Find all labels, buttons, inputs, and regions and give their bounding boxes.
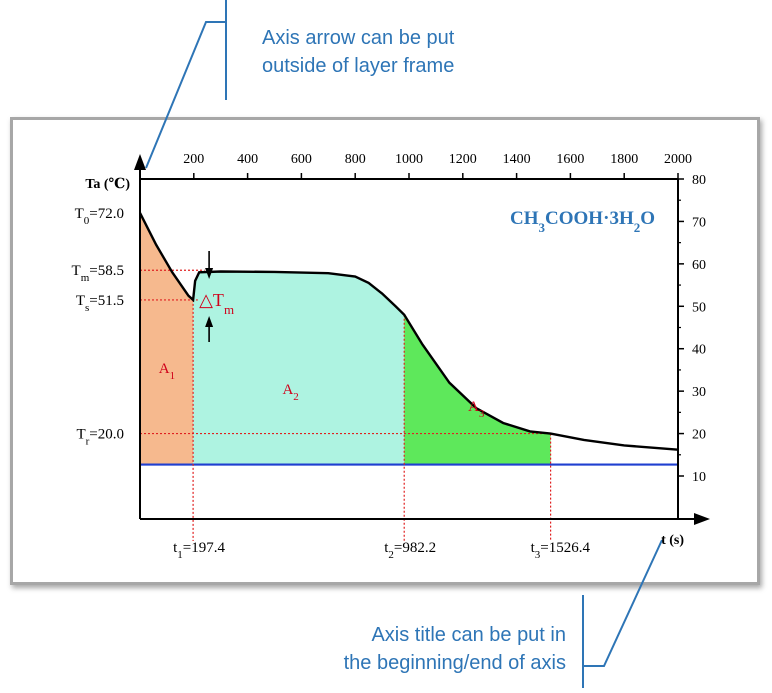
x-tick-label-800: 800 bbox=[345, 152, 366, 167]
tm-arrow-up-head bbox=[205, 316, 214, 327]
time-label-1: t1=197.4 bbox=[173, 540, 225, 561]
x-tick-label-600: 600 bbox=[291, 152, 312, 167]
compound-title: CH3COOH·3H2O bbox=[510, 208, 655, 235]
y-tick-label-70: 70 bbox=[692, 215, 706, 230]
area-a1 bbox=[140, 212, 194, 465]
x-tick-label-2000: 2000 bbox=[664, 152, 692, 167]
x-tick-label-400: 400 bbox=[237, 152, 258, 167]
delta-tm-annotation: △Tm bbox=[199, 290, 234, 317]
y-tick-label-10: 10 bbox=[692, 470, 706, 485]
area-a3 bbox=[404, 314, 551, 465]
callout-top-leader bbox=[145, 21, 226, 169]
callout-axis-title: Axis title can be put in the beginning/e… bbox=[296, 621, 566, 677]
x-tick-label-200: 200 bbox=[183, 152, 204, 167]
area-label-a3: A3 bbox=[468, 399, 485, 420]
y-tick-label-20: 20 bbox=[692, 428, 706, 443]
x-axis-arrow bbox=[694, 513, 710, 525]
y-tick-label-30: 30 bbox=[692, 385, 706, 400]
area-label-a2: A2 bbox=[282, 382, 298, 403]
level-label-m: Tm=58.5 bbox=[72, 263, 124, 284]
level-label-0: T0=72.0 bbox=[75, 206, 124, 227]
level-label-r: Tr=20.0 bbox=[76, 427, 124, 448]
callout-bottom-leader bbox=[583, 539, 663, 667]
x-tick-label-1400: 1400 bbox=[503, 152, 531, 167]
series-line bbox=[138, 212, 679, 451]
callout-axis-arrow: Axis arrow can be put outside of layer f… bbox=[262, 24, 522, 80]
time-label-2: t2=982.2 bbox=[384, 540, 436, 561]
y-axis-arrow bbox=[134, 154, 146, 170]
x-tick-label-1200: 1200 bbox=[449, 152, 477, 167]
y-tick-label-40: 40 bbox=[692, 343, 706, 358]
time-label-3: t3=1526.4 bbox=[531, 540, 591, 561]
area-label-a1: A1 bbox=[159, 361, 175, 382]
y-tick-label-80: 80 bbox=[692, 173, 706, 188]
callout-bottom-line-1: Axis title can be put in bbox=[371, 624, 566, 646]
x-tick-label-1800: 1800 bbox=[610, 152, 638, 167]
tm-arrow-down-head bbox=[205, 268, 214, 279]
plot-area: 200 400 600 800 1000 1200 1400 1600 1800 2000 10 20… bbox=[72, 152, 710, 561]
callout-connectors bbox=[145, 0, 663, 688]
x-tick-label-1000: 1000 bbox=[395, 152, 423, 167]
x-axis-title: t (s) bbox=[661, 533, 684, 548]
x-tick-label-1600: 1600 bbox=[556, 152, 584, 167]
callout-bottom-line-2: the beginning/end of axis bbox=[343, 652, 566, 674]
y-tick-label-60: 60 bbox=[692, 258, 706, 273]
y-axis-title: Ta (℃) bbox=[85, 177, 130, 192]
level-label-s: Ts=51.5 bbox=[76, 293, 124, 314]
area-a2 bbox=[193, 271, 405, 465]
callout-top-line-2: outside of layer frame bbox=[262, 55, 455, 77]
callout-top-line-1: Axis arrow can be put bbox=[262, 27, 455, 49]
y-tick-label-50: 50 bbox=[692, 300, 706, 315]
